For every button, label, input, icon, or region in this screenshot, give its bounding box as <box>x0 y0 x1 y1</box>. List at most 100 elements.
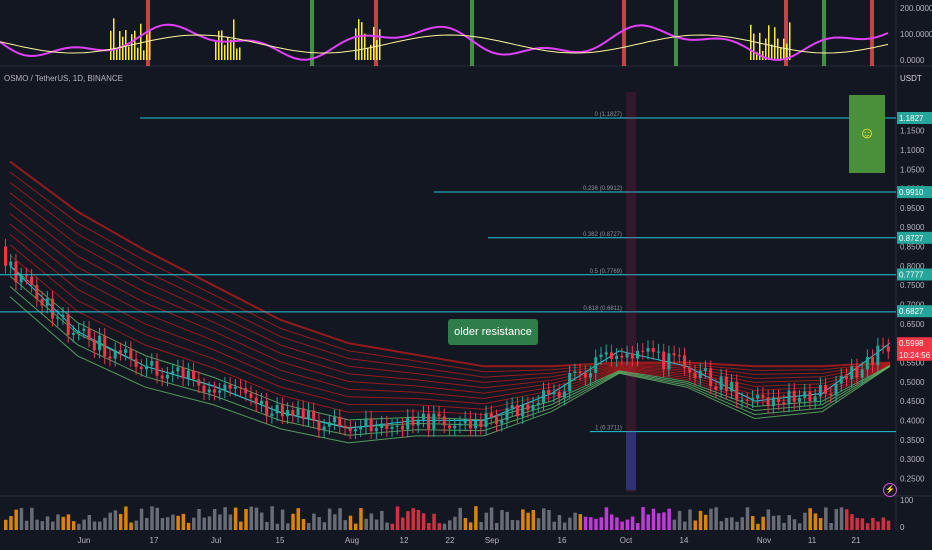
candle-body <box>458 424 461 426</box>
candle-body <box>479 421 482 427</box>
volume-bar <box>709 509 713 530</box>
candle-body <box>474 421 477 429</box>
candle-body <box>307 410 310 419</box>
flash-icon[interactable]: ⚡ <box>883 483 897 497</box>
oscillator-bar <box>215 42 217 60</box>
volume-bar <box>453 517 457 530</box>
price-tick-label: 0.4500 <box>900 397 925 406</box>
oscillator-bar <box>780 48 782 60</box>
candle-body <box>850 367 853 380</box>
candle-body <box>714 386 717 390</box>
volume-bar <box>234 508 238 530</box>
volume-bar <box>197 509 201 530</box>
oscillator-bar <box>233 19 235 60</box>
price-tag-label: 0.5998 <box>899 339 924 348</box>
candle-body <box>594 357 597 373</box>
oscillator-bar <box>224 45 226 60</box>
volume-bar <box>636 523 640 530</box>
volume-bar <box>720 521 724 530</box>
candle-body <box>328 422 331 426</box>
candle-body <box>516 405 519 416</box>
volume-bar <box>406 511 410 530</box>
volume-bar <box>359 508 363 530</box>
oscillator-bar <box>236 49 238 60</box>
volume-bar <box>568 518 572 530</box>
candle-body <box>411 417 414 426</box>
annotation-older-resistance[interactable]: older resistance <box>448 319 538 345</box>
candle-body <box>338 417 341 426</box>
time-tick-label: 11 <box>808 536 817 545</box>
oscillator-bar <box>110 31 112 60</box>
candle-body <box>108 357 111 359</box>
candle-body <box>93 340 96 351</box>
candle-body <box>876 346 879 365</box>
volume-bar <box>396 506 400 530</box>
target-zone-box[interactable]: ☺ <box>849 95 885 173</box>
highlight-band <box>626 92 636 492</box>
volume-bar <box>887 521 891 530</box>
candle-body <box>281 405 284 416</box>
volume-bar <box>589 517 593 530</box>
candle-body <box>276 405 279 413</box>
volume-bar <box>286 523 290 530</box>
oscillator-bar <box>113 18 115 60</box>
volume-bar <box>500 510 504 530</box>
candle-body <box>171 371 174 374</box>
oscillator-scale-label: 0.0000 <box>900 56 925 65</box>
candle-body <box>746 400 749 401</box>
candle-body <box>835 384 838 396</box>
volume-bar <box>761 517 765 530</box>
candle-body <box>741 400 744 401</box>
fib-level-label: 1 (0.3711) <box>595 426 622 432</box>
volume-bar <box>474 506 478 530</box>
volume-bar <box>202 518 206 530</box>
candle-body <box>808 392 811 401</box>
candle-body <box>636 351 639 359</box>
candle-body <box>469 419 472 428</box>
candle-body <box>490 413 493 417</box>
candle-body <box>4 247 7 266</box>
volume-bar <box>114 510 118 530</box>
volume-bar <box>223 507 227 530</box>
volume-bar <box>432 514 436 530</box>
candle-body <box>370 418 373 431</box>
candle-body <box>35 285 38 299</box>
price-tick-label: 0.3000 <box>900 455 925 464</box>
time-tick-label: Jul <box>211 536 221 545</box>
candle-body <box>297 408 300 415</box>
candle-body <box>312 410 315 421</box>
volume-bar <box>626 520 630 530</box>
volume-bar <box>646 515 650 530</box>
signal-column <box>310 0 314 66</box>
oscillator-bar <box>364 34 366 60</box>
oscillator-bar <box>116 50 118 60</box>
volume-bar <box>124 507 128 530</box>
candle-body <box>814 396 817 401</box>
volume-bar <box>213 509 217 530</box>
price-tag-label: 0.7777 <box>899 271 924 280</box>
volume-bar <box>108 513 112 530</box>
candle-body <box>448 426 451 429</box>
candle-body <box>699 371 702 378</box>
volume-bar <box>61 517 65 530</box>
candle-body <box>772 398 775 407</box>
candle-body <box>250 393 253 398</box>
volume-bar <box>532 510 536 530</box>
candle-body <box>391 427 394 429</box>
candle-body <box>166 375 169 379</box>
candle-body <box>385 424 388 430</box>
candle-body <box>725 377 728 392</box>
signal-column <box>470 0 474 66</box>
candle-body <box>98 336 101 351</box>
candle-body <box>124 349 127 353</box>
candle-body <box>88 329 91 340</box>
volume-scale-label: 0 <box>900 523 905 532</box>
fib-level-label: 0.5 (0.7769) <box>590 269 622 275</box>
volume-bar <box>767 509 771 530</box>
volume-bar <box>270 506 274 530</box>
candle-body <box>537 403 540 405</box>
candle-body <box>401 426 404 430</box>
price-tag-label: 1.1827 <box>899 114 924 123</box>
oscillator-bar <box>750 25 752 60</box>
